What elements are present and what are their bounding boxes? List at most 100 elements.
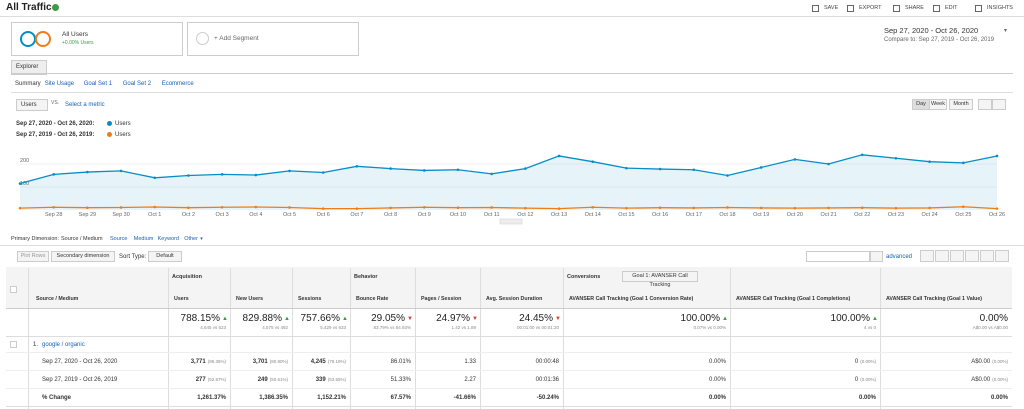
column-header[interactable]: Avg. Session Duration [486,296,543,302]
subtab[interactable]: Site Usage [44,81,75,87]
x-tick-label: Oct 2 [182,212,195,218]
interval-button[interactable]: Day [912,99,930,110]
column-header[interactable]: Users [174,296,189,302]
point [860,206,864,209]
action-button[interactable]: SHARE [905,5,924,11]
interval-button[interactable]: Month [949,99,973,110]
segment-icon [35,31,51,47]
legend-series: Users [115,132,131,138]
column-group: Conversions [567,274,601,280]
x-tick-label: Oct 16 [652,212,668,218]
column-divider [28,268,29,409]
x-tick-label: Oct 24 [922,212,938,218]
x-tick-label: Oct 21 [820,212,836,218]
y-tick-label: 100 [20,181,29,187]
interval-button[interactable]: Week [929,99,947,110]
action-icon[interactable] [812,5,819,12]
column-divider [480,268,481,409]
view-button[interactable] [995,250,1009,262]
dimension-option[interactable]: Source / Medium [61,236,103,242]
subtab[interactable]: Summary [15,81,41,87]
dimension-option[interactable]: Medium [133,236,154,242]
cell: 0.00% [709,395,726,401]
chart-type-button[interactable] [992,99,1006,110]
action-icon[interactable] [975,5,982,12]
dimension-option[interactable]: Source [110,236,128,242]
point [355,165,359,168]
dimension-option[interactable]: Keyword [157,236,179,242]
tab-label[interactable]: Explorer [16,64,39,70]
search-button[interactable] [870,251,883,262]
column-header[interactable]: Sessions [298,296,322,302]
add-segment[interactable]: + Add Segment [214,35,259,42]
divider [0,16,1024,17]
action-icon[interactable] [933,5,940,12]
cell: 0.00% [709,377,726,383]
action-button[interactable]: EXPORT [859,5,882,11]
cell: A$0.00 (0.00%) [971,359,1008,365]
row-checkbox[interactable] [10,341,17,348]
subtab[interactable]: Ecommerce [161,81,194,87]
column-header[interactable]: Bounce Rate [356,296,389,302]
view-button[interactable] [950,250,964,262]
metric-selected[interactable]: Users [21,102,37,108]
point [793,158,797,161]
tab[interactable] [11,60,47,75]
x-tick-label: Oct 3 [216,212,229,218]
action-button[interactable]: SAVE [824,5,839,11]
search-box[interactable] [806,251,870,262]
advanced-link[interactable]: advanced [886,254,913,260]
cell-value: 0.00% [858,395,876,401]
column-header[interactable]: AVANSER Call Tracking (Goal 1 Value) [886,296,983,302]
add-segment-card[interactable] [187,22,359,56]
metric-select[interactable] [16,99,48,111]
metric-other[interactable]: Select a metric [65,102,105,108]
cell: 3,701 (80.90%) [253,359,288,365]
column-header[interactable]: Pages / Session [421,296,462,302]
chart-type-button[interactable] [978,99,992,110]
row-divider [6,370,1012,371]
point [288,169,291,173]
subtab[interactable]: Goal Set 1 [83,81,113,87]
point [726,206,729,209]
cell-share: (50.61%) [269,377,288,382]
x-tick-label: Oct 10 [450,212,466,218]
action-icon[interactable] [847,5,854,12]
segment-name[interactable]: All Users [62,31,89,38]
secondary-dimension[interactable]: Secondary dimension [51,251,115,262]
plot-button[interactable]: Plot Rows [17,251,49,262]
x-tick-label: Oct 17 [686,212,702,218]
column-header[interactable]: AVANSER Call Tracking (Goal 1 Completion… [736,296,851,302]
point [625,206,628,210]
cell-value: 86.01% [390,359,411,365]
cell: 00:01:36 [536,377,559,383]
action-icon[interactable] [893,5,900,12]
view-button[interactable] [980,250,994,262]
cell-value: 0.00% [990,395,1008,401]
point [827,162,830,166]
point [759,206,763,210]
date-range[interactable]: Sep 27, 2020 - Oct 26, 2020 [884,26,979,35]
subtab[interactable]: Goal Set 2 [122,81,152,87]
sort-select[interactable]: Default [148,251,182,262]
row-label: Sep 27, 2019 - Oct 26, 2019 [42,377,118,383]
column-divider [415,268,416,409]
goal-select[interactable]: Goal 1: AVANSER Call Tracking [622,271,698,288]
table-header [6,267,1012,308]
header-checkbox[interactable] [10,286,17,293]
column-header[interactable]: AVANSER Call Tracking (Goal 1 Conversion… [569,296,694,302]
view-button[interactable] [965,250,979,262]
dimension-option[interactable]: Other [184,236,198,242]
action-button[interactable]: EDIT [945,5,958,11]
column-header[interactable]: New Users [236,296,264,302]
trend-arrow: ▼ [555,316,561,322]
view-button[interactable] [920,250,934,262]
x-tick-label: Oct 20 [787,212,803,218]
cell: 67.57% [391,395,411,401]
source-link[interactable]: google / organic [42,342,85,348]
view-button[interactable] [935,250,949,262]
column-header[interactable]: Source / Medium [36,296,79,302]
cell-value: 1,152.21% [317,395,346,401]
x-tick-label: Oct 7 [350,212,363,218]
action-button[interactable]: INSIGHTS [987,5,1013,11]
